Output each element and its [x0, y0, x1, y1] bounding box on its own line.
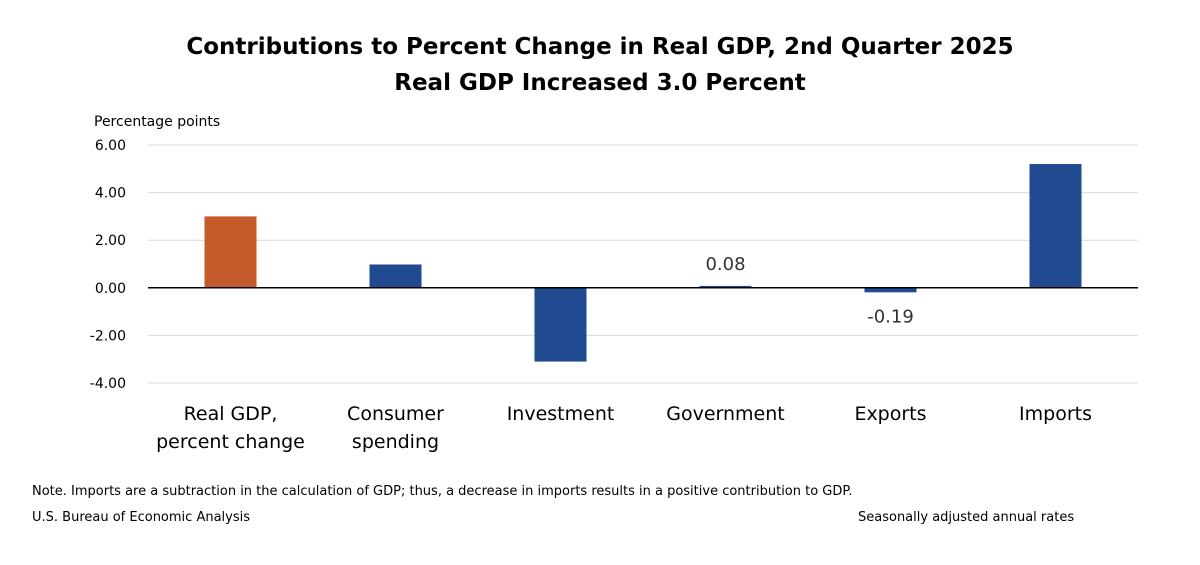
bar — [204, 216, 257, 288]
source-credit: U.S. Bureau of Economic Analysis — [32, 510, 251, 525]
y-tick-label: -4.00 — [90, 376, 126, 392]
bars — [204, 164, 1082, 362]
chart-note: Note. Imports are a subtraction in the c… — [32, 484, 853, 499]
y-tick-label: 4.00 — [95, 186, 126, 202]
gridlines — [148, 144, 1138, 384]
rates-note: Seasonally adjusted annual rates — [858, 510, 1075, 525]
x-category-label: Imports — [1019, 403, 1092, 425]
x-category-label: Investment — [507, 403, 615, 425]
x-category-label: Government — [666, 403, 785, 425]
data-label: -0.19 — [867, 306, 914, 327]
labels: Percentage points 6.00 4.00 2.00 0.00 -2.00 -4… — [90, 114, 1092, 453]
data-label: 0.08 — [705, 254, 745, 275]
bar — [699, 285, 752, 288]
x-category-label: spending — [352, 431, 439, 453]
x-category-label: Real GDP, — [184, 403, 278, 425]
x-category-label: Exports — [854, 403, 926, 425]
chart-subtitle: Real GDP Increased 3.0 Percent — [394, 70, 806, 96]
x-category-label: percent change — [156, 431, 305, 453]
y-tick-label: 0.00 — [95, 281, 126, 297]
bar — [1029, 164, 1082, 288]
y-axis-title: Percentage points — [94, 114, 220, 130]
bar — [864, 287, 917, 293]
y-tick-label: 2.00 — [95, 233, 126, 249]
y-tick-label: 6.00 — [95, 138, 126, 154]
x-category-label: Consumer — [347, 403, 444, 425]
chart-title: Contributions to Percent Change in Real … — [186, 34, 1014, 60]
bar — [534, 287, 587, 362]
bar — [369, 264, 422, 288]
y-tick-label: -2.00 — [90, 328, 126, 344]
